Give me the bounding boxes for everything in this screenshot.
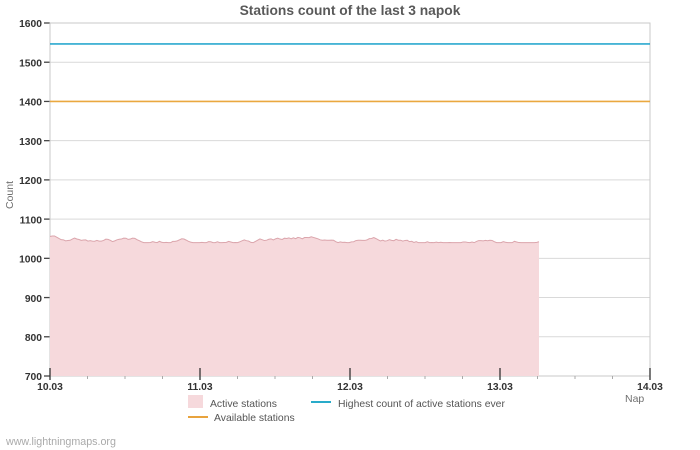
svg-text:900: 900 [25, 294, 42, 305]
svg-text:10.03: 10.03 [37, 382, 63, 393]
svg-text:1100: 1100 [20, 215, 43, 226]
svg-text:1000: 1000 [19, 255, 42, 266]
svg-text:1200: 1200 [19, 176, 42, 187]
svg-text:800: 800 [25, 333, 42, 344]
svg-text:1400: 1400 [19, 98, 42, 109]
svg-text:1500: 1500 [19, 58, 42, 69]
svg-text:13.03: 13.03 [487, 382, 513, 393]
svg-text:14.03: 14.03 [637, 382, 663, 393]
svg-text:12.03: 12.03 [337, 382, 363, 393]
svg-text:1600: 1600 [19, 19, 42, 30]
svg-text:1300: 1300 [19, 137, 42, 148]
svg-text:11.03: 11.03 [187, 382, 212, 393]
